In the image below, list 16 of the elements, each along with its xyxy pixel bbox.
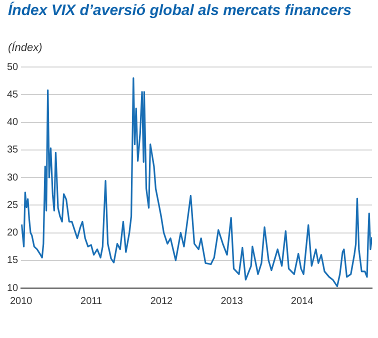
x-tick-label: 2013 bbox=[220, 296, 244, 307]
y-axis-title: (Índex) bbox=[8, 42, 42, 54]
y-tick-label: 30 bbox=[7, 172, 19, 184]
y-tick-label: 40 bbox=[7, 117, 19, 128]
y-tick-label: 45 bbox=[7, 89, 19, 100]
y-tick-label: 25 bbox=[7, 200, 19, 211]
y-tick-label: 50 bbox=[7, 62, 19, 73]
x-tick-label: 2012 bbox=[150, 296, 174, 307]
y-tick-label: 10 bbox=[7, 282, 19, 294]
x-tick-label: 2010 bbox=[10, 296, 33, 307]
y-tick-label: 20 bbox=[7, 228, 19, 238]
y-tick-label: 15 bbox=[7, 255, 19, 266]
x-tick-label: 2011 bbox=[80, 296, 102, 307]
y-tick-label: 35 bbox=[7, 144, 19, 156]
chart-title: Índex VIX d’aversió global als mercats financers bbox=[8, 2, 352, 19]
x-tick-label: 2014 bbox=[290, 296, 314, 307]
